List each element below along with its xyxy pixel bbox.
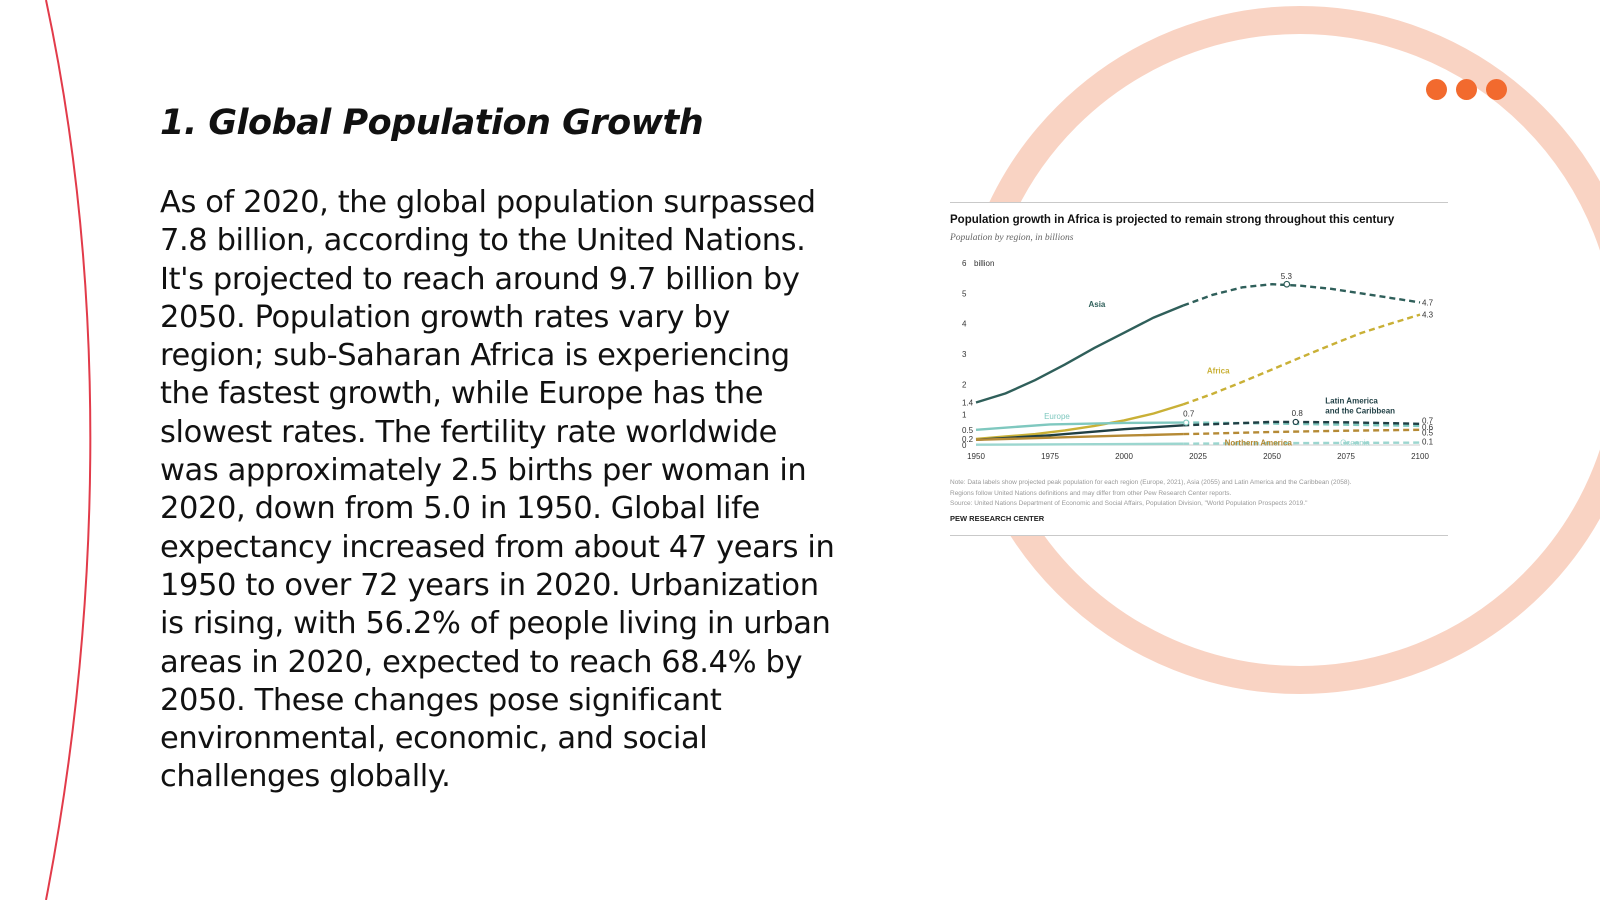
series-line-projected — [1182, 282, 1421, 307]
value-label: 4.3 — [1422, 311, 1434, 320]
series-line-historical — [975, 432, 1184, 441]
x-tick-label: 2025 — [1189, 452, 1207, 461]
asia-peak-marker — [1283, 280, 1291, 288]
y-tick-label: 1 — [962, 411, 967, 420]
value-label: 0.5 — [962, 426, 974, 435]
value-label: 0.2 — [962, 435, 974, 444]
value-label: 0.5 — [1422, 428, 1434, 437]
series-line-historical — [975, 304, 1184, 404]
value-label: 0.1 — [1422, 438, 1434, 447]
chart-note-line: Regions follow United Nations definition… — [950, 489, 1232, 497]
menu-dot-icon — [1426, 79, 1447, 100]
series-label-line: and the Caribbean — [1325, 407, 1395, 416]
series-label-asia: Asia — [1088, 300, 1105, 309]
y-tick-label: 2 — [962, 380, 967, 389]
europe-peak-marker — [1183, 419, 1190, 426]
menu-dot-icon — [1456, 79, 1477, 100]
value-label: 1.4 — [962, 399, 974, 408]
slide-title: 1. Global Population Growth — [160, 103, 704, 143]
value-label: 0.6 — [1422, 423, 1434, 432]
latam-peak-marker — [1292, 418, 1299, 426]
slide-body-text: As of 2020, the global population surpas… — [160, 185, 835, 795]
chart-source-brand: PEW RESEARCH CENTER — [950, 514, 1045, 523]
series-line-projected — [1183, 420, 1421, 427]
series-label-africa: Africa — [1207, 367, 1230, 376]
y-tick-label: 4 — [962, 320, 967, 329]
x-tick-label: 1975 — [1041, 452, 1059, 461]
series-label-northern-america: Northern America — [1225, 439, 1293, 448]
x-tick-label: 2050 — [1263, 452, 1281, 461]
y-tick-label: 6 — [962, 259, 967, 268]
series-line-historical — [975, 403, 1184, 441]
series-label-line: Latin America — [1325, 397, 1378, 406]
series-line-historical — [975, 421, 1184, 431]
value-label: 0.8 — [1292, 409, 1304, 418]
x-tick-label: 2075 — [1337, 452, 1355, 461]
value-label: 0.7 — [1422, 417, 1434, 426]
chart-note-line: Source: United Nations Department of Eco… — [950, 500, 1308, 507]
window-dots — [1426, 79, 1507, 100]
series-line-projected — [1183, 428, 1421, 436]
series-label-oceania: Oceania — [1340, 439, 1370, 448]
value-label: 0.7 — [1183, 410, 1195, 419]
chart-subtitle: Population by region, in billions — [950, 233, 1074, 243]
value-label: 4.7 — [1422, 298, 1434, 307]
chart-note-line: Note: Data labels show projected peak po… — [950, 479, 1352, 486]
x-tick-label: 2000 — [1115, 452, 1133, 461]
series-label-europe: Europe — [1044, 412, 1070, 421]
population-line-chart: 0 1 2 3 4 5 6 billion 1950 1975 2000 2025 2050 2075 21… — [962, 259, 1434, 461]
menu-dot-icon — [1486, 79, 1507, 100]
series-line-projected — [1183, 441, 1421, 445]
y-tick-label: 0 — [962, 441, 967, 450]
y-tick-label: 3 — [962, 350, 967, 359]
chart-panel: Population growth in Africa is projected… — [950, 202, 1448, 536]
chart-notes: Note: Data labels show projected peak po… — [950, 478, 1448, 510]
series-line-projected — [1182, 313, 1421, 406]
x-tick-label: 1950 — [967, 452, 985, 461]
x-tick-label: 2100 — [1411, 452, 1429, 461]
chart-title: Population growth in Africa is projected… — [950, 214, 1395, 226]
y-tick-label: 5 — [962, 289, 967, 298]
series-line-historical — [975, 442, 1184, 446]
y-axis-unit-label: billion — [974, 259, 994, 268]
series-label-latin-america: Latin America and the Caribbean — [1325, 397, 1395, 416]
value-label: 5.3 — [1281, 272, 1293, 281]
left-edge-curve — [45, 0, 92, 900]
